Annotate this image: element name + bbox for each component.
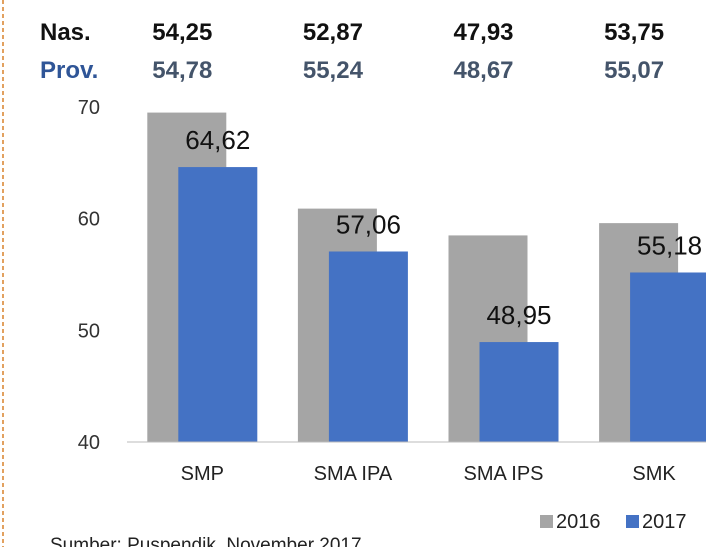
row-value: 53,75	[604, 19, 664, 46]
row-value: 55,24	[303, 57, 364, 84]
data-label: 57,06	[336, 209, 401, 239]
data-label: 64,62	[185, 125, 250, 155]
row-value: 54,78	[152, 57, 212, 84]
y-tick-label: 50	[78, 320, 100, 342]
x-tick-label: SMP	[181, 463, 224, 485]
row-value: 55,07	[604, 57, 664, 84]
source: Sumber: Puspendik, November 2017	[50, 535, 362, 547]
row-label: Nas.	[40, 19, 91, 46]
bar	[328, 251, 408, 442]
legend-label: 2016	[556, 511, 601, 533]
row-value: 48,67	[453, 57, 513, 84]
row-value: 47,93	[453, 19, 513, 46]
x-tick-label: SMK	[632, 463, 676, 485]
x-tick-label: SMA IPS	[463, 463, 543, 485]
y-tick-label: 70	[78, 97, 100, 119]
row-value: 52,87	[303, 19, 363, 46]
legend-swatch	[626, 515, 639, 528]
bar	[630, 272, 706, 442]
legend-swatch	[540, 515, 553, 528]
bar	[178, 167, 258, 442]
data-label: 55,18	[637, 230, 702, 260]
legend-label: 2017	[642, 511, 687, 533]
row-value: 54,25	[152, 19, 212, 46]
y-tick-label: 40	[78, 432, 100, 454]
data-label: 48,95	[486, 300, 551, 330]
row-label: Prov.	[40, 57, 98, 84]
y-tick-label: 60	[78, 209, 100, 231]
x-tick-label: SMA IPA	[314, 463, 393, 485]
bar	[479, 342, 559, 442]
